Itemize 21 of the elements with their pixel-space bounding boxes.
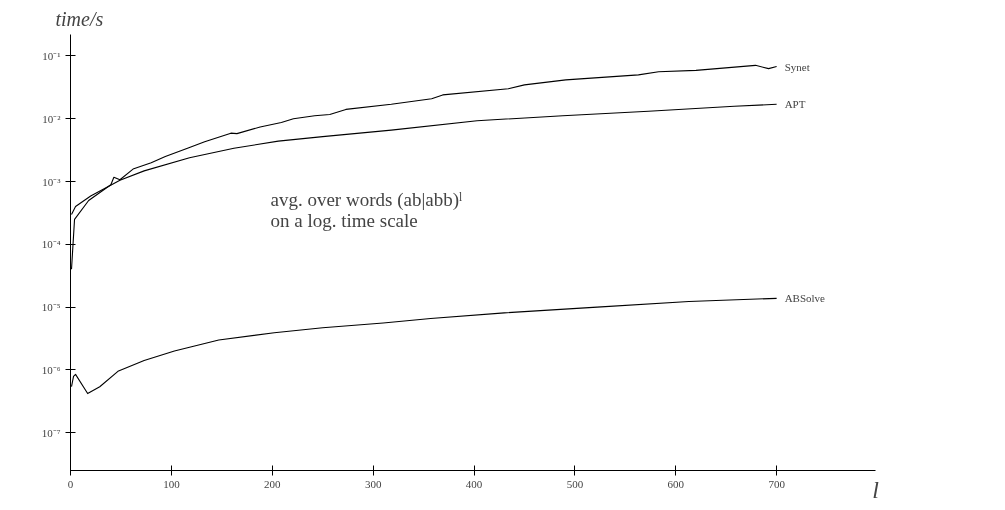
y-tick-label: 10⁻² [42, 112, 62, 125]
x-tick-label: 100 [163, 477, 181, 490]
y-tick-label: 10⁻⁴ [41, 238, 61, 251]
y-tick-label: 10⁻⁶ [41, 363, 61, 376]
y-axis-title: time/s [55, 7, 104, 30]
x-axis-title: l [872, 476, 880, 503]
x-tick-label: 500 [566, 477, 584, 490]
x-tick-label: 400 [465, 477, 483, 490]
x-tick-label: 600 [667, 477, 685, 490]
series-label: ABSolve [784, 292, 826, 305]
y-tick-label: 10⁻⁵ [41, 301, 61, 314]
y-tick-label: 10⁻³ [42, 175, 62, 188]
x-tick-label: 200 [264, 477, 281, 490]
series-label: Synet [784, 60, 810, 73]
y-tick-label: 10⁻⁷ [41, 426, 61, 439]
series-label: APT [784, 98, 806, 111]
x-tick-label: 700 [768, 477, 786, 490]
annotation: avg. over words (ab|abb)ˡ on a log. time scale [270, 188, 463, 231]
x-tick-label: 300 [364, 477, 382, 490]
x-tick-label: 0 [67, 477, 74, 490]
y-tick-label: 10⁻¹ [42, 50, 61, 62]
